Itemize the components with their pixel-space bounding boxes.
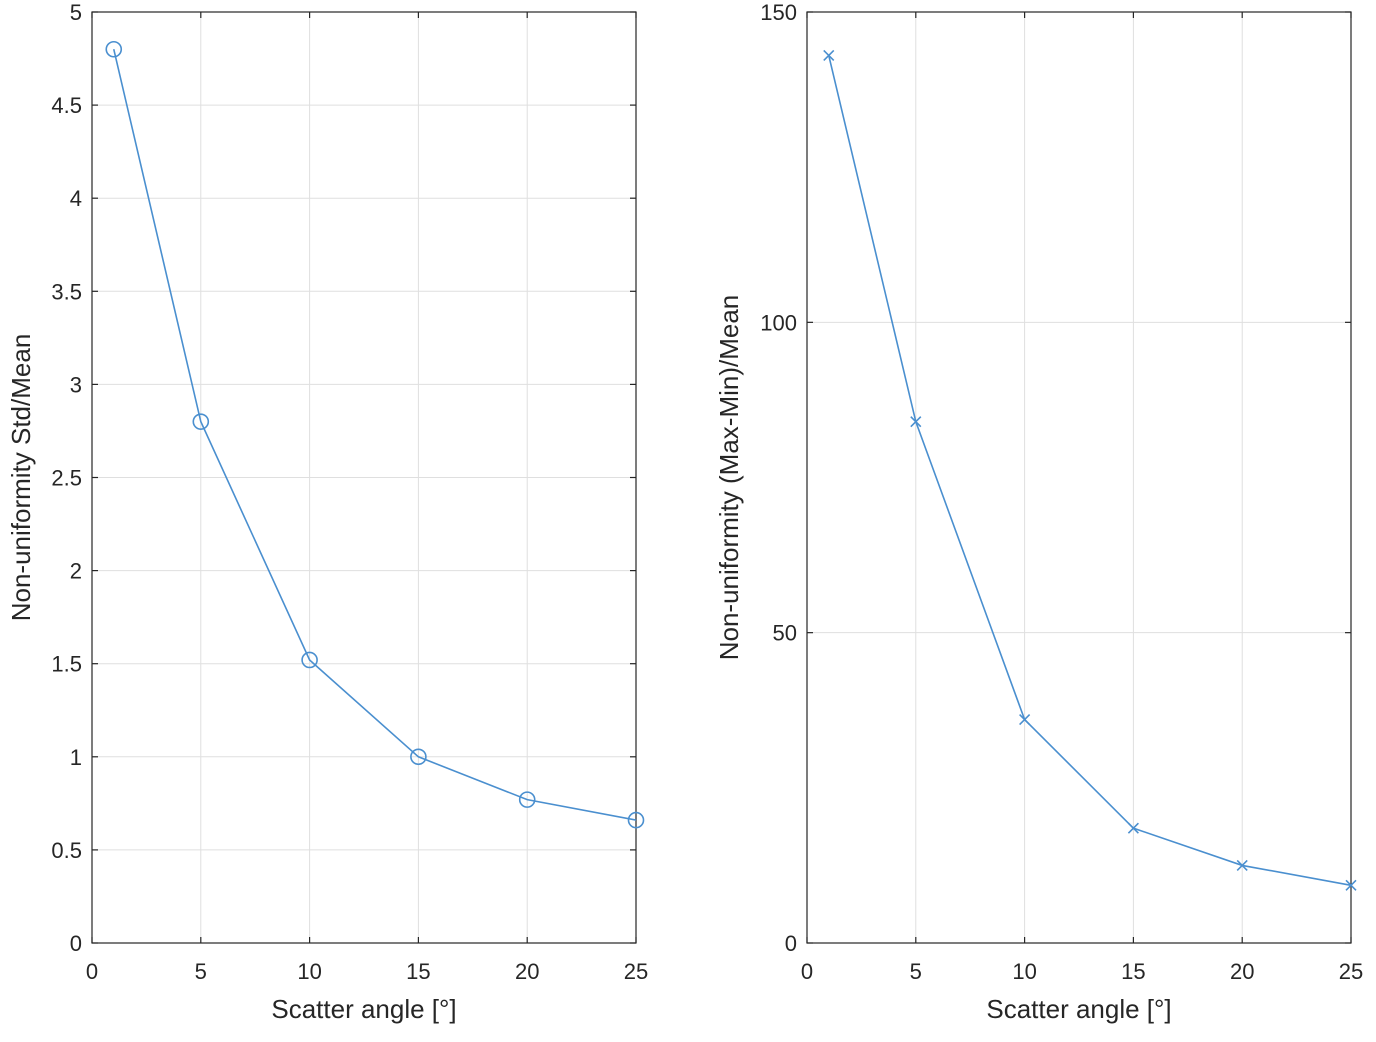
plot-1-y-tick-label-1: 0.5 [51, 838, 82, 863]
plot-2-point-3 [1127, 822, 1139, 834]
plot-1-point-0 [105, 40, 123, 58]
plot-1-point-1 [192, 413, 210, 430]
plot-1-x-tick-label-0: 0 [86, 959, 98, 984]
plot-1-y-tick-label-5: 2.5 [51, 466, 82, 491]
plot-1-point-2 [301, 651, 318, 669]
plot-2-x-tick-label-5: 25 [1339, 959, 1363, 984]
plot-1-y-tick-label-6: 3 [70, 372, 82, 397]
plot-2-point-5 [1345, 879, 1357, 891]
plot-1-series-line [112, 49, 637, 821]
plot-2-point-0 [823, 49, 835, 62]
plot-2-x-tick-label-4: 20 [1230, 959, 1254, 984]
left-plot: 0 5 10 15 20 25 0 0.5 1 1.5 2 2.5 3 3.5 4 4.5 5 Scatter a… [6, 0, 648, 1024]
plot-2-x-tick-label-0: 0 [801, 959, 813, 984]
plot-2-series-line [827, 55, 1352, 887]
plot-1-y-tick-label-10: 5 [70, 0, 82, 25]
plot-1-x-tick-label-4: 20 [515, 959, 539, 984]
plot-1-y-tick-label-4: 2 [70, 559, 82, 584]
plot-2-x-tick-label-2: 10 [1012, 959, 1036, 984]
plot-1-x-tick-label-5: 25 [624, 959, 648, 984]
plot-2-y-tick-label-1: 50 [773, 621, 797, 646]
plot-1-point-5 [627, 811, 645, 829]
plot-1-x-tick-label-3: 15 [406, 959, 430, 984]
plot-2-x-tick-label-3: 15 [1121, 959, 1145, 984]
plot-2-y-tick-label-3: 150 [760, 0, 797, 25]
right-plot: 0 5 10 15 20 25 0 50 100 150 Scatter angle [°] Non-… [714, 0, 1363, 1024]
plot-2-point-1 [910, 416, 922, 428]
plot-2-x-tick-label-1: 5 [910, 959, 922, 984]
plot-1-y-tick-label-3: 1.5 [51, 652, 82, 677]
plot-1-y-tick-label-0: 0 [70, 931, 82, 956]
plot-1-y-tick-label-8: 4 [70, 186, 82, 211]
plot-2-point-2 [1019, 713, 1031, 726]
plot-2-y-tick-label-0: 0 [785, 931, 797, 956]
plot-2-x-axis-title: Scatter angle [°] [986, 994, 1171, 1024]
plot-2-point-4 [1236, 859, 1248, 871]
plot-1-y-tick-label-2: 1 [70, 745, 82, 770]
plot-1-point-3 [410, 748, 427, 766]
plot-1-x-tick-label-1: 5 [195, 959, 207, 984]
plot-1-y-tick-label-7: 3.5 [51, 279, 82, 304]
plot-2-axes-box [806, 11, 1352, 944]
plot-2-y-tick-label-2: 100 [760, 310, 797, 335]
plot-1-point-4 [518, 791, 536, 808]
plot-2-plot-area [807, 12, 1351, 943]
plot-1-y-tick-label-9: 4.5 [51, 93, 82, 118]
plot-2-y-axis-title: Non-uniformity (Max-Min)/Mean [714, 295, 744, 661]
plot-1-y-axis-title: Non-uniformity Std/Mean [6, 334, 36, 622]
plot-1-x-axis-title: Scatter angle [°] [271, 994, 456, 1024]
plot-1-x-tick-label-2: 10 [297, 959, 321, 984]
